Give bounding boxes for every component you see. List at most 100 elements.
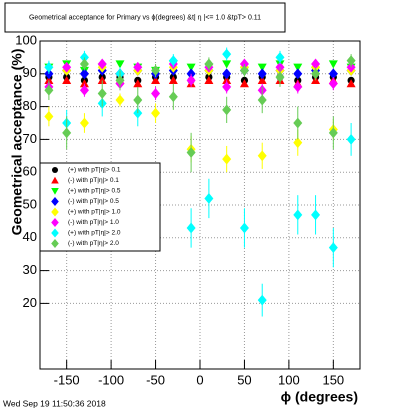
marker bbox=[204, 193, 214, 204]
title-box bbox=[4, 2, 286, 33]
x-tick-label: -100 bbox=[98, 372, 124, 387]
marker bbox=[293, 117, 303, 129]
series bbox=[44, 54, 356, 173]
marker bbox=[275, 52, 285, 63]
marker bbox=[275, 71, 285, 83]
marker bbox=[79, 58, 89, 70]
marker bbox=[51, 166, 59, 174]
marker bbox=[293, 209, 303, 221]
marker bbox=[62, 127, 72, 139]
marker bbox=[51, 228, 59, 238]
marker bbox=[293, 81, 303, 93]
y-tick-label: 40 bbox=[23, 229, 37, 244]
x-axis-label: ϕ (degrees) bbox=[281, 389, 358, 405]
y-tick-label: 50 bbox=[23, 196, 37, 211]
legend-label: (+) with pT|η|> 0.5 bbox=[68, 188, 121, 195]
timestamp: Wed Sep 19 11:50:36 2018 bbox=[3, 398, 106, 408]
marker bbox=[151, 65, 161, 76]
marker bbox=[222, 81, 232, 93]
marker bbox=[222, 48, 232, 60]
marker bbox=[222, 68, 232, 80]
marker bbox=[97, 75, 107, 84]
marker bbox=[257, 75, 267, 84]
y-tick-label: 60 bbox=[23, 164, 37, 179]
marker bbox=[133, 94, 143, 106]
marker bbox=[346, 55, 356, 67]
marker bbox=[346, 79, 356, 88]
marker bbox=[44, 111, 54, 122]
marker bbox=[168, 91, 178, 103]
x-tick-label: 150 bbox=[322, 372, 344, 387]
marker bbox=[293, 68, 303, 80]
x-tick-label: -50 bbox=[146, 372, 165, 387]
marker bbox=[257, 94, 267, 106]
marker bbox=[239, 79, 249, 88]
legend-label: (+) with pT|η|> 0.1 bbox=[68, 167, 121, 174]
marker bbox=[257, 68, 267, 80]
marker bbox=[222, 60, 232, 69]
marker bbox=[239, 65, 249, 76]
x-tick-label: 50 bbox=[237, 372, 251, 387]
legend-label: (-) with pT|η|> 0.5 bbox=[68, 198, 119, 205]
marker bbox=[115, 60, 125, 69]
x-tick-label: 100 bbox=[278, 372, 300, 387]
y-tick-label: 20 bbox=[23, 295, 37, 310]
marker bbox=[115, 94, 125, 106]
marker bbox=[168, 75, 178, 84]
marker bbox=[97, 88, 107, 99]
marker bbox=[151, 75, 161, 84]
marker bbox=[328, 127, 338, 139]
marker bbox=[51, 217, 59, 228]
legend-label: (+) with pT|η|> 1.0 bbox=[68, 209, 121, 216]
marker bbox=[51, 176, 59, 184]
marker bbox=[186, 74, 196, 86]
marker bbox=[79, 117, 89, 129]
marker bbox=[328, 60, 338, 69]
marker bbox=[222, 75, 232, 84]
marker bbox=[44, 75, 54, 84]
marker bbox=[51, 238, 59, 249]
legend-box bbox=[39, 162, 161, 252]
marker bbox=[44, 61, 54, 73]
marker bbox=[151, 88, 161, 99]
marker bbox=[257, 150, 267, 162]
y-tick-label: 90 bbox=[23, 65, 37, 80]
marker bbox=[328, 242, 338, 254]
legend-label: (-) with pT|η|> 2.0 bbox=[68, 240, 119, 247]
chart-title: Geometrical acceptance for Primary vs ϕ(… bbox=[29, 14, 261, 21]
marker bbox=[51, 207, 59, 217]
marker bbox=[204, 75, 214, 84]
legend-label: (-) with pT|η|> 1.0 bbox=[68, 219, 119, 226]
marker bbox=[51, 196, 59, 207]
x-tick-label: -150 bbox=[54, 372, 80, 387]
marker bbox=[293, 137, 303, 149]
marker bbox=[44, 84, 54, 96]
marker bbox=[79, 68, 89, 80]
marker bbox=[328, 78, 338, 90]
marker bbox=[79, 84, 89, 96]
marker bbox=[346, 134, 356, 145]
marker bbox=[62, 61, 72, 73]
y-tick-label: 70 bbox=[23, 131, 37, 146]
legend-label: (-) with pT|η|> 0.1 bbox=[68, 177, 119, 184]
marker bbox=[257, 294, 267, 306]
y-tick-label: 30 bbox=[23, 262, 37, 277]
marker bbox=[293, 63, 303, 72]
legend-label: (+) with pT|η|> 2.0 bbox=[68, 230, 121, 237]
marker bbox=[186, 222, 196, 234]
y-tick-label: 80 bbox=[23, 98, 37, 113]
marker bbox=[257, 63, 267, 72]
marker bbox=[151, 107, 161, 119]
marker bbox=[133, 61, 143, 73]
marker bbox=[311, 58, 321, 70]
x-tick-label: 0 bbox=[196, 372, 203, 387]
marker bbox=[222, 153, 232, 165]
plot-area bbox=[40, 40, 360, 369]
marker bbox=[168, 55, 178, 67]
y-tick-label: 100 bbox=[15, 32, 37, 47]
marker bbox=[311, 209, 321, 221]
marker bbox=[133, 79, 143, 88]
marker bbox=[311, 68, 321, 80]
marker bbox=[239, 222, 249, 234]
